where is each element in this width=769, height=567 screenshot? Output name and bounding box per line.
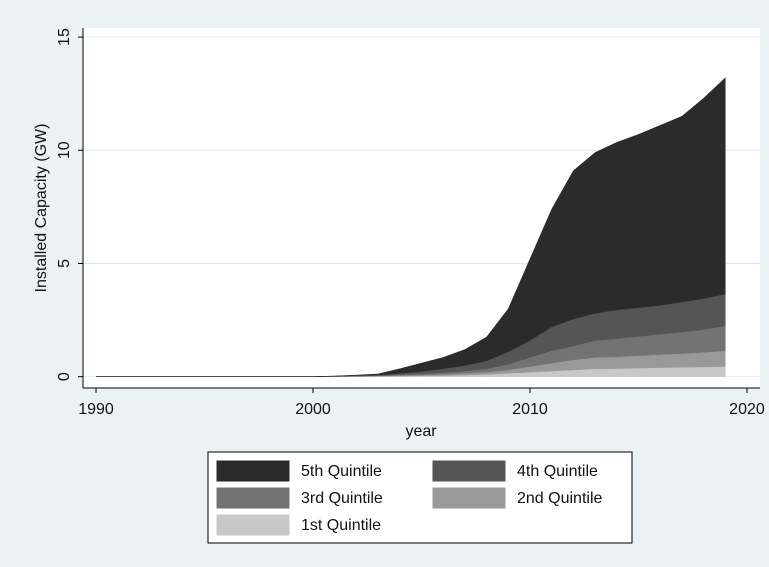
y-tick-label: 0	[56, 372, 73, 381]
y-tick-label: 5	[56, 259, 73, 268]
legend-swatch	[432, 460, 506, 482]
legend-swatch	[216, 460, 290, 482]
y-tick-label: 15	[56, 28, 73, 46]
area	[96, 77, 726, 377]
legend-swatch	[216, 487, 290, 509]
legend-label: 5th Quintile	[301, 463, 382, 480]
x-tick-label: 2000	[295, 401, 331, 418]
legend-label: 4th Quintile	[517, 463, 598, 480]
x-axis-label: year	[405, 423, 437, 440]
legend-label: 3rd Quintile	[301, 490, 383, 507]
legend-label: 2nd Quintile	[517, 490, 602, 507]
x-tick-label: 1990	[78, 401, 114, 418]
legend-swatch	[216, 514, 290, 536]
x-tick-label: 2020	[729, 401, 765, 418]
y-axis-label: Installed Capacity (GW)	[33, 124, 50, 293]
legend-label: 1st Quintile	[301, 517, 381, 534]
legend-swatch	[432, 487, 506, 509]
y-tick-label: 10	[56, 141, 73, 159]
x-tick-label: 2010	[512, 401, 548, 418]
